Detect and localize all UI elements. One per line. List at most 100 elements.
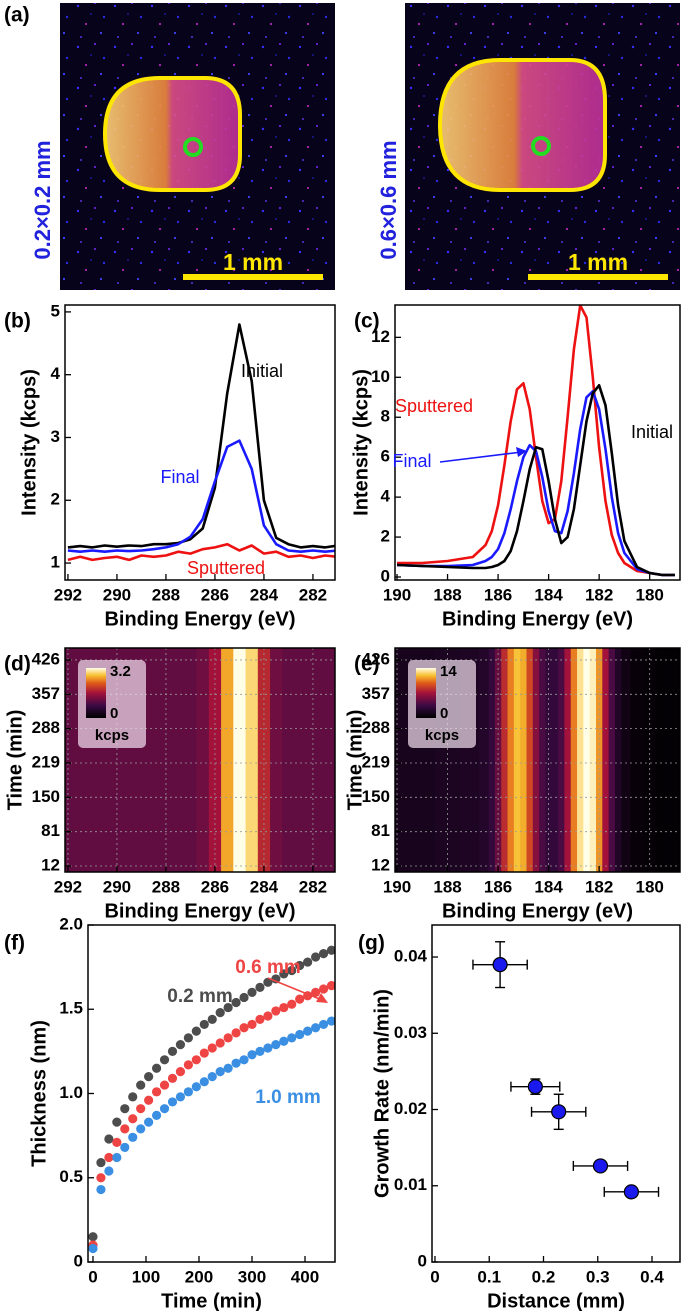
x-tick-label: 180: [635, 877, 663, 896]
colorbar-max: 14: [440, 663, 457, 680]
x-tick-label: 182: [585, 877, 613, 896]
panel-label: (g): [358, 932, 385, 955]
heatmap-cell: [395, 648, 411, 872]
x-tick-label: 0.3: [586, 1267, 610, 1286]
data-point: [167, 1073, 178, 1083]
size-label: 0.2×0.2 mm: [30, 140, 55, 259]
y-axis-title: Thickness (nm): [28, 1020, 50, 1167]
heatmap-cell: [294, 648, 308, 872]
data-point: [215, 1038, 225, 1048]
y-tick-label: 12: [41, 856, 60, 875]
data-point: [231, 1058, 241, 1068]
colorbar: [86, 668, 106, 718]
data-point: [279, 1002, 289, 1013]
data-point: [207, 1043, 217, 1053]
data-point: [303, 957, 313, 967]
data-point: [175, 1092, 186, 1102]
series-line: [67, 439, 335, 553]
data-point: [104, 1134, 114, 1144]
y-tick-label: 1.0: [59, 1083, 83, 1102]
data-point: [271, 1006, 281, 1016]
data-point: [120, 1104, 130, 1114]
y-tick-label: 2: [51, 490, 60, 509]
data-point: [112, 1117, 122, 1127]
x-tick-label: 184: [534, 585, 563, 604]
data-point: [271, 1040, 281, 1050]
x-tick-label: 286: [201, 585, 229, 604]
plot-frame: [87, 924, 336, 1263]
x-axis-title: Binding Energy (eV): [104, 608, 295, 630]
data-point: [183, 1033, 193, 1043]
heatmap-cell: [184, 648, 198, 872]
plot-frame: [64, 647, 336, 873]
data-point: [199, 1048, 209, 1058]
data-point: [326, 1016, 335, 1026]
series-line: [67, 542, 335, 562]
heatmap-cell: [602, 648, 610, 872]
series-label: 0.2 mm: [167, 986, 232, 1007]
series-line: [396, 384, 675, 577]
data-point: [231, 1028, 241, 1038]
data-point: [255, 1046, 265, 1056]
heatmap-cell: [532, 648, 540, 872]
data-point: [318, 1019, 329, 1030]
data-point: [144, 1072, 154, 1082]
y-tick-label: 426: [32, 649, 60, 668]
y-tick-label: 0.5: [59, 1167, 83, 1186]
heatmap-cell: [539, 648, 547, 872]
panel-label: (e): [354, 653, 380, 676]
data-point: [104, 1152, 114, 1163]
data-point: [159, 1055, 170, 1065]
data-point: [183, 1087, 193, 1097]
x-tick-label: 186: [484, 585, 512, 604]
x-tick-label: 290: [103, 877, 131, 896]
panel-label: (c): [354, 310, 380, 333]
data-point: [207, 1014, 217, 1024]
data-point: [144, 1117, 154, 1127]
heatmap-cell: [513, 648, 521, 872]
series-label: Sputtered: [187, 558, 265, 578]
scale-label: 1 mm: [568, 249, 628, 275]
colorbar-unit: kcps: [425, 727, 459, 744]
scale-label: 1 mm: [223, 249, 283, 275]
x-tick-label: 400: [291, 1267, 319, 1286]
image-left: [60, 3, 335, 290]
y-tick-label: 12: [371, 327, 390, 346]
panel-label: (d): [4, 653, 31, 676]
data-point: [175, 1066, 186, 1077]
y-tick-label: 150: [362, 787, 390, 806]
data-point: [263, 1043, 273, 1053]
data-point: [128, 1114, 138, 1124]
heatmap-cell: [668, 648, 680, 872]
x-tick-label: 0.2: [532, 1267, 556, 1286]
x-tick-label: 188: [433, 585, 461, 604]
data-point: [255, 982, 265, 992]
x-tick-label: 282: [299, 877, 327, 896]
heatmap-cell: [245, 648, 259, 872]
data-point: [136, 1080, 146, 1090]
heatmap-cell: [577, 648, 584, 872]
data-point: [263, 1011, 273, 1021]
heatmap-cell: [270, 648, 283, 872]
size-label: 0.6×0.6 mm: [376, 140, 401, 259]
data-point: [247, 1050, 257, 1060]
y-tick-label: 0.02: [394, 1099, 427, 1118]
data-point: [223, 1063, 233, 1073]
data-point: [326, 981, 335, 991]
y-tick-label: 0.04: [394, 947, 428, 966]
data-point: [318, 984, 329, 994]
x-axis-title: Distance (mm): [487, 1290, 625, 1311]
data-point: [287, 999, 297, 1009]
data-point: [492, 957, 508, 973]
heatmap-cell: [526, 648, 534, 872]
x-axis-title: Time (min): [161, 1290, 262, 1311]
y-tick-label: 357: [362, 684, 390, 703]
data-point: [96, 1157, 106, 1168]
data-point: [623, 1184, 639, 1200]
data-point: [326, 945, 335, 955]
series-label: Initial: [631, 422, 673, 442]
x-tick-label: 184: [534, 877, 563, 896]
data-point: [207, 1072, 217, 1082]
series-line: [396, 390, 675, 577]
data-point: [159, 1080, 170, 1090]
